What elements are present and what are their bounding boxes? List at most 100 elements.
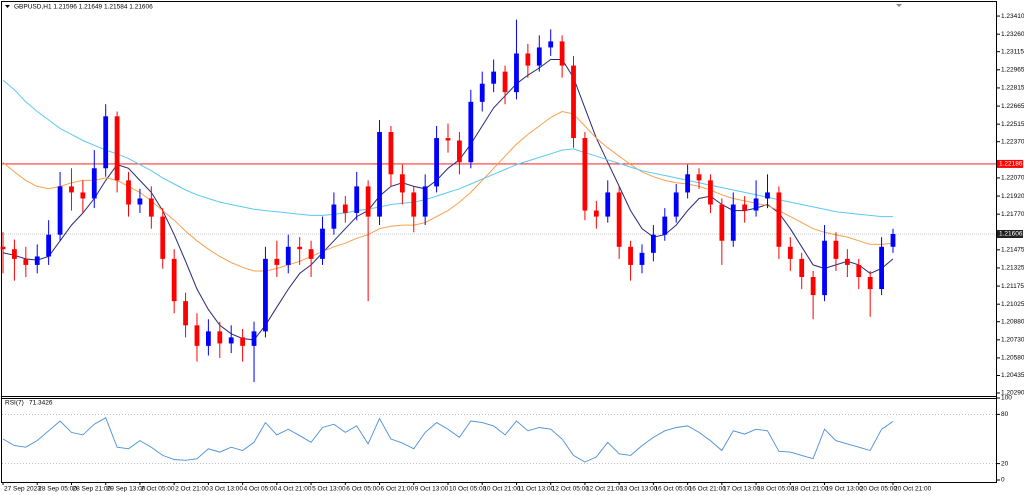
x-tick-label: 28 Sep 05:00 xyxy=(38,486,77,493)
candle-body xyxy=(422,186,428,217)
candle-body xyxy=(810,277,816,296)
candle-body xyxy=(491,71,497,84)
candle-body xyxy=(46,234,52,257)
y-tick-label: 1.20435 xyxy=(1001,372,1024,379)
candle-body xyxy=(685,174,691,193)
candle-body xyxy=(285,246,291,265)
rsi-name: RSI(7) xyxy=(5,400,24,407)
x-tick-label: 10 Oct 21:00 xyxy=(483,486,521,493)
x-tick-label: 20 Oct 21:00 xyxy=(894,486,932,493)
x-tick-label: 16 Oct 05:00 xyxy=(654,486,692,493)
candle-body xyxy=(662,216,668,235)
x-tick-label: 16 Oct 21:00 xyxy=(689,486,727,493)
candle-body xyxy=(593,210,599,217)
candle-body xyxy=(457,140,462,163)
level-label-bg xyxy=(997,159,1023,168)
candle-body xyxy=(582,138,588,211)
candle-body xyxy=(879,246,884,290)
x-tick-label: 4 Oct 21:00 xyxy=(278,486,312,493)
chart-title: GBPUSD,H1 1.21596 1.21649 1.21584 1.2160… xyxy=(14,4,153,11)
candle-body xyxy=(753,198,759,211)
y-tick-label: 1.22515 xyxy=(1001,121,1024,128)
scroll-marker[interactable] xyxy=(896,4,902,7)
candle-body xyxy=(0,246,6,250)
candle-body xyxy=(228,337,234,344)
rsi-tick-label: 0 xyxy=(1001,477,1005,484)
candle-body xyxy=(194,325,200,346)
x-tick-label: 6 Oct 05:00 xyxy=(346,486,380,493)
y-tick-label: 1.22815 xyxy=(1001,85,1024,92)
candle-body xyxy=(799,258,805,278)
x-tick-label: 17 Oct 13:00 xyxy=(723,486,761,493)
x-tick-label: 11 Oct 13:00 xyxy=(517,486,554,493)
x-tick-label: 18 Oct 21:00 xyxy=(791,486,829,493)
y-tick-label: 1.23115 xyxy=(1001,48,1024,55)
candle-body xyxy=(708,180,713,205)
candle-body xyxy=(12,249,17,259)
y-tick-label: 1.21325 xyxy=(1001,265,1024,272)
candle-body xyxy=(696,174,702,181)
x-tick-label: 18 Oct 05:00 xyxy=(757,486,795,493)
y-tick-label: 1.20730 xyxy=(1001,337,1024,344)
candle-body xyxy=(502,71,508,93)
candle-body xyxy=(822,240,827,296)
x-tick-label: 20 Oct 05:00 xyxy=(860,486,898,493)
candle-body xyxy=(160,216,166,259)
x-tick-label: 19 Oct 13:00 xyxy=(826,486,864,493)
y-tick-label: 1.20880 xyxy=(1001,318,1024,325)
x-tick-label: 5 Oct 13:00 xyxy=(312,486,346,493)
candle-body xyxy=(69,186,74,193)
x-tick-label: 2 Oct 05:00 xyxy=(141,486,175,493)
y-tick-label: 1.22070 xyxy=(1001,175,1024,182)
candle-body xyxy=(650,234,656,253)
candle-body xyxy=(514,53,519,93)
candle-body xyxy=(23,258,29,265)
candle-body xyxy=(479,83,485,102)
frame xyxy=(1,1,997,483)
candle-body xyxy=(240,337,246,346)
candle-body xyxy=(80,192,86,199)
candle-body xyxy=(148,198,154,217)
candle-body xyxy=(628,246,633,265)
y-tick-label: 1.23410 xyxy=(1001,13,1024,20)
candle-body xyxy=(57,186,63,235)
candle-body xyxy=(673,192,679,217)
candle-body xyxy=(91,168,97,199)
rsi-line xyxy=(2,417,894,463)
candle-body xyxy=(468,101,474,163)
candle-body xyxy=(616,192,622,247)
candle-body xyxy=(137,198,143,205)
candle-body xyxy=(867,277,873,290)
candle-body xyxy=(536,47,542,66)
y-tick-label: 1.21770 xyxy=(1001,211,1024,218)
candle-body xyxy=(742,204,748,211)
x-tick-label: 12 Oct 05:00 xyxy=(552,486,590,493)
candle-body xyxy=(34,256,40,265)
candle-body xyxy=(765,192,770,199)
menu-arrow[interactable] xyxy=(5,5,10,8)
x-tick-label: 27 Sep 2023 xyxy=(4,486,41,493)
candle-body xyxy=(205,331,211,346)
candle-body xyxy=(126,180,131,205)
level-label: 1.22186 xyxy=(999,161,1023,168)
rsi-value: 71.3426 xyxy=(29,400,53,407)
candle-body xyxy=(639,252,645,265)
current-label: 1.21606 xyxy=(999,231,1023,238)
x-tick-label: 3 Oct 13:00 xyxy=(209,486,243,493)
candle-body xyxy=(559,41,565,66)
candle-body xyxy=(399,174,405,193)
rsi-tick-label: 20 xyxy=(1001,460,1009,467)
y-tick-label: 1.22370 xyxy=(1001,138,1024,145)
candle-body xyxy=(354,186,360,213)
rsi-tick-label: 80 xyxy=(1001,411,1009,418)
candle-body xyxy=(890,233,896,247)
x-tick-label: 29 Sep 13:00 xyxy=(107,486,146,493)
candle-body xyxy=(776,192,782,247)
candle-body xyxy=(308,249,314,259)
y-tick-label: 1.21920 xyxy=(1001,193,1024,200)
x-tick-label: 10 Oct 05:00 xyxy=(449,486,487,493)
x-tick-label: 9 Oct 13:00 xyxy=(415,486,449,493)
candle-body xyxy=(856,264,862,278)
